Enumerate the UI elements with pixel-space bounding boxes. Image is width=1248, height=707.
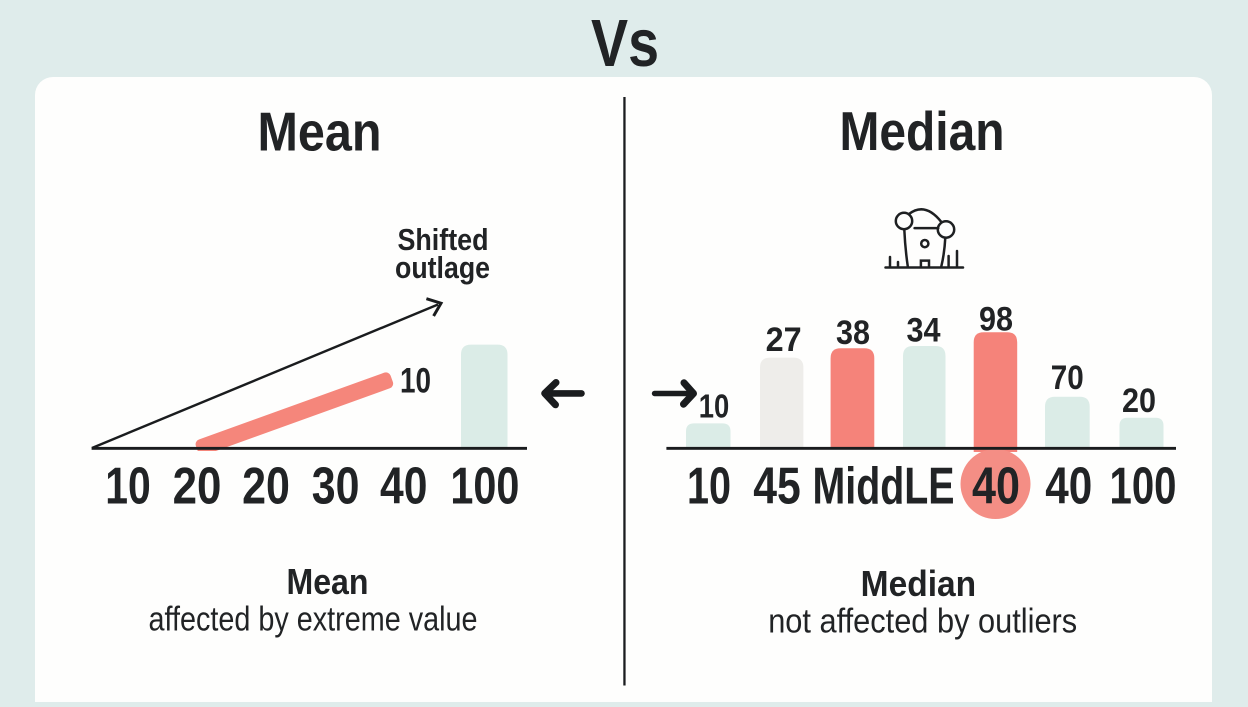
svg-text:outlage: outlage [395, 250, 490, 285]
svg-text:27: 27 [766, 321, 802, 359]
svg-text:Median: Median [840, 100, 1005, 162]
svg-text:40: 40 [380, 458, 427, 516]
svg-text:20: 20 [173, 458, 222, 516]
svg-text:70: 70 [1051, 359, 1084, 397]
svg-text:100: 100 [1110, 458, 1177, 516]
svg-text:10: 10 [687, 458, 731, 516]
svg-text:10: 10 [400, 362, 431, 401]
svg-text:45: 45 [753, 458, 801, 516]
svg-text:not affected by outliers: not affected by outliers [768, 603, 1077, 641]
svg-text:34: 34 [907, 311, 941, 349]
svg-text:20: 20 [1122, 382, 1156, 420]
svg-text:40: 40 [972, 458, 1020, 516]
svg-text:10: 10 [699, 389, 730, 426]
svg-text:38: 38 [836, 314, 870, 352]
svg-text:Vs: Vs [591, 7, 659, 81]
svg-text:30: 30 [312, 458, 360, 516]
svg-text:Mean: Mean [287, 561, 369, 602]
svg-text:Mean: Mean [258, 101, 382, 163]
svg-text:100: 100 [450, 458, 519, 516]
svg-text:MiddLE: MiddLE [813, 458, 955, 516]
svg-text:20: 20 [242, 458, 290, 516]
svg-text:10: 10 [105, 458, 151, 516]
svg-text:98: 98 [979, 301, 1013, 339]
svg-text:40: 40 [1045, 458, 1092, 516]
svg-text:affected by extreme value: affected by extreme value [149, 601, 478, 639]
svg-text:Shifted: Shifted [398, 222, 489, 257]
svg-text:Median: Median [861, 563, 977, 604]
